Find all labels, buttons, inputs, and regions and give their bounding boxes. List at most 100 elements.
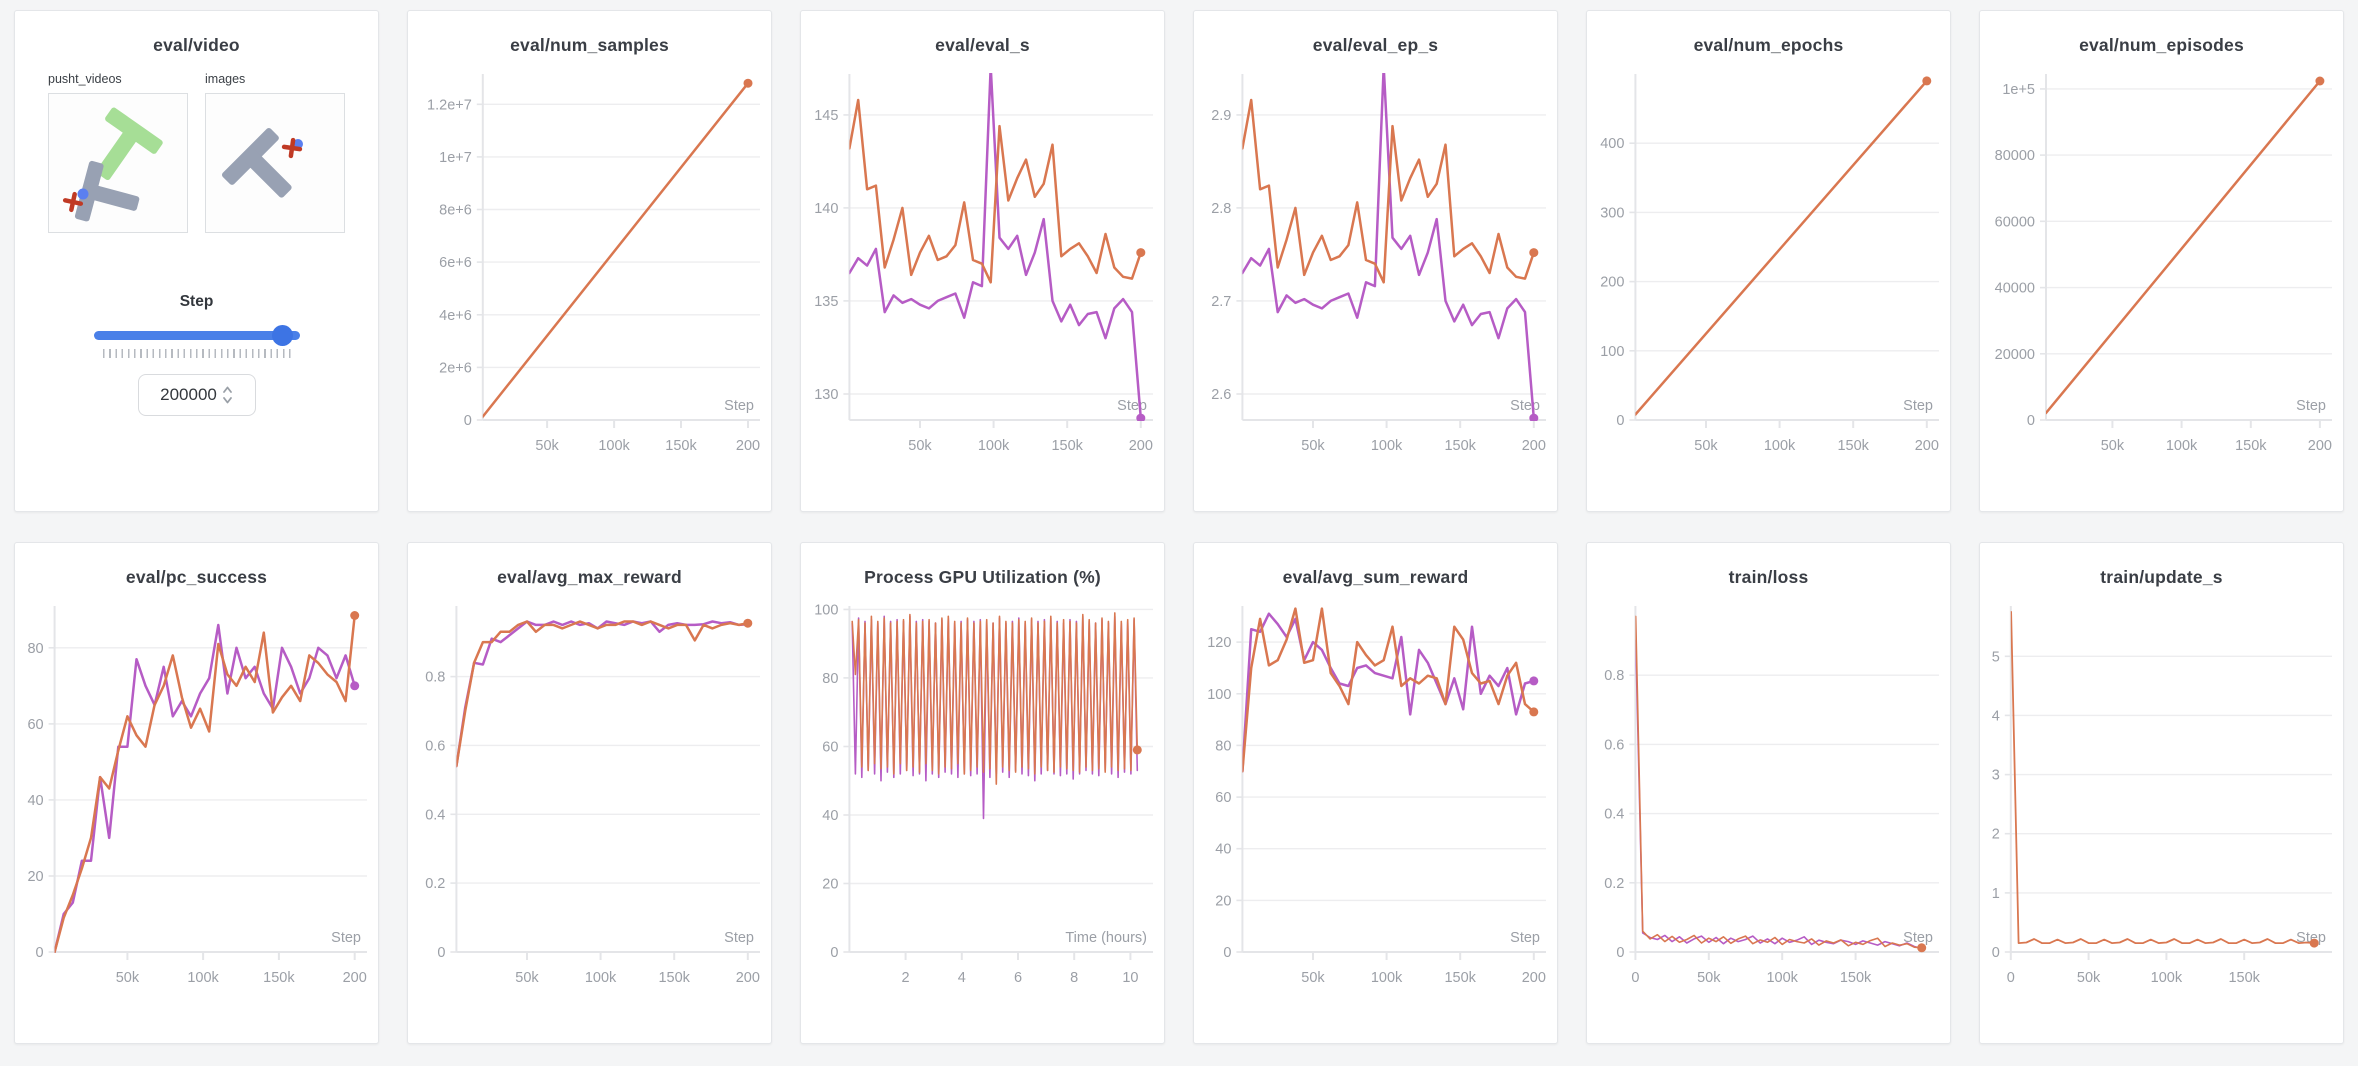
spinner-arrows-icon[interactable] (222, 383, 233, 407)
svg-text:100k: 100k (598, 438, 630, 454)
svg-text:150k: 150k (1051, 438, 1083, 454)
svg-text:120: 120 (1207, 635, 1231, 651)
panel-eval-num-samples: eval/num_samples 0 2e+6 4e+6 6e+6 8e+6 1e+7 1.… (407, 10, 772, 512)
svg-text:6e+6: 6e+6 (439, 255, 472, 271)
svg-text:20: 20 (822, 877, 838, 893)
step-value[interactable]: 200000 (160, 385, 217, 404)
chart-title: eval/num_samples (510, 35, 669, 55)
svg-text:Step: Step (331, 930, 361, 946)
svg-text:5: 5 (1992, 649, 2000, 665)
svg-text:100k: 100k (585, 970, 617, 986)
svg-text:1e+5: 1e+5 (2002, 82, 2035, 98)
chart-title: eval/eval_ep_s (1312, 35, 1439, 55)
svg-text:4: 4 (958, 970, 966, 986)
panel-eval-eval-ep-s: eval/eval_ep_s 2.6 2.7 2.8 2.9 50k 100k 150k 20… (1193, 10, 1558, 512)
svg-text:Step: Step (2296, 398, 2326, 414)
line-chart-train-loss[interactable]: 0 0.2 0.4 0.6 0.8 0 50k 100k 150k Step (1587, 596, 1950, 1003)
svg-text:100k: 100k (1371, 970, 1403, 986)
line-chart-eval-eval-ep-s[interactable]: 2.6 2.7 2.8 2.9 50k 100k 150k 200 Step (1194, 64, 1557, 471)
svg-text:60: 60 (822, 740, 838, 756)
svg-text:80: 80 (822, 671, 838, 687)
svg-text:50k: 50k (908, 438, 932, 454)
svg-text:150k: 150k (1444, 438, 1476, 454)
svg-text:4e+6: 4e+6 (439, 308, 472, 324)
panel-eval-avg-max-reward: eval/avg_max_reward 0 0.2 0.4 0.6 0.8 50k 100k… (407, 542, 772, 1044)
panel-train-update-s: train/update_s 0 1 2 3 4 5 0 50k 100k 150k Step (1979, 542, 2344, 1044)
svg-text:50k: 50k (535, 438, 559, 454)
svg-text:100k: 100k (2151, 970, 2183, 986)
svg-text:0.2: 0.2 (425, 876, 445, 892)
pusht-scene-icon (221, 127, 303, 198)
panel-eval-pc-success: eval/pc_success 0 20 40 60 80 50k 100k 150k 200 S… (14, 542, 379, 1044)
svg-text:0.4: 0.4 (1604, 807, 1624, 823)
line-chart-eval-num-epochs[interactable]: 0 100 200 300 400 50k 100k 150k 200 Step (1587, 64, 1950, 471)
svg-text:150k: 150k (2228, 970, 2260, 986)
svg-text:100k: 100k (1764, 438, 1796, 454)
svg-text:0.6: 0.6 (1604, 737, 1624, 753)
svg-text:200: 200 (1129, 438, 1153, 454)
slider-track[interactable] (93, 331, 300, 340)
svg-text:200: 200 (2308, 438, 2332, 454)
svg-text:2.6: 2.6 (1211, 387, 1231, 403)
svg-text:80: 80 (1215, 738, 1231, 754)
line-chart-process-gpu-utilization[interactable]: 0 20 40 60 80 100 2 4 6 8 10 Time (hours) (801, 596, 1164, 1003)
svg-text:1e+7: 1e+7 (439, 150, 472, 166)
svg-text:10: 10 (1122, 970, 1138, 986)
media-label: pusht_videos (48, 72, 122, 86)
svg-text:400: 400 (1600, 136, 1624, 152)
chart-title: train/loss (1728, 567, 1809, 587)
svg-text:Step: Step (1117, 398, 1147, 414)
media-row: pusht_videos (15, 56, 378, 233)
media-item-images: images (205, 72, 345, 233)
svg-text:50k: 50k (2101, 438, 2125, 454)
svg-text:0: 0 (437, 945, 445, 961)
line-chart-eval-pc-success[interactable]: 0 20 40 60 80 50k 100k 150k 200 Step (15, 596, 378, 1003)
slider-tick-ruler (102, 349, 291, 358)
svg-text:0: 0 (2007, 970, 2015, 986)
svg-text:140: 140 (814, 201, 838, 217)
chart-title: Process GPU Utilization (%) (864, 567, 1101, 587)
pusht-image-thumbnail[interactable] (205, 93, 345, 233)
svg-text:20000: 20000 (1995, 347, 2035, 363)
svg-text:0.4: 0.4 (425, 807, 445, 823)
panel-eval-num-epochs: eval/num_epochs 0 100 200 300 400 50k 100k 150k… (1586, 10, 1951, 512)
line-chart-eval-eval-s[interactable]: 130 135 140 145 50k 100k 150k 200 Step (801, 64, 1164, 471)
line-chart-eval-avg-sum-reward[interactable]: 0 20 40 60 80 100 120 50k 100k 150k 200 Step (1194, 596, 1557, 1003)
svg-text:2: 2 (1992, 827, 2000, 843)
svg-text:100: 100 (814, 602, 838, 618)
step-value-input[interactable]: 200000 (137, 374, 256, 416)
svg-text:2.7: 2.7 (1211, 294, 1231, 310)
svg-text:0.2: 0.2 (1604, 876, 1624, 892)
svg-text:0: 0 (1223, 945, 1231, 961)
svg-text:50k: 50k (1301, 438, 1325, 454)
svg-text:200: 200 (1600, 275, 1624, 291)
line-chart-eval-num-samples[interactable]: 0 2e+6 4e+6 6e+6 8e+6 1e+7 1.2e+7 50k 100k 150k 20… (408, 64, 771, 471)
line-chart-train-update-s[interactable]: 0 1 2 3 4 5 0 50k 100k 150k Step (1980, 596, 2343, 1003)
svg-text:0: 0 (1631, 970, 1639, 986)
line-chart-eval-avg-max-reward[interactable]: 0 0.2 0.4 0.6 0.8 50k 100k 150k 200 Step (408, 596, 771, 1003)
step-slider-block: Step 200000 (15, 293, 378, 416)
svg-text:3: 3 (1992, 768, 2000, 784)
svg-text:0.8: 0.8 (425, 670, 445, 686)
pusht-video-thumbnail[interactable] (48, 93, 188, 233)
svg-text:0: 0 (1992, 945, 2000, 961)
svg-text:80000: 80000 (1995, 148, 2035, 164)
svg-text:0: 0 (1616, 945, 1624, 961)
svg-text:50k: 50k (515, 970, 539, 986)
slider-thumb[interactable] (271, 325, 293, 346)
step-slider[interactable] (93, 325, 300, 346)
svg-text:200: 200 (1522, 438, 1546, 454)
svg-text:100k: 100k (978, 438, 1010, 454)
line-chart-eval-num-episodes[interactable]: 0 20000 40000 60000 80000 1e+5 50k 100k 150k 200 S… (1980, 64, 2343, 471)
svg-text:50k: 50k (2077, 970, 2101, 986)
step-slider-label: Step (179, 293, 214, 310)
panel-process-gpu-utilization: Process GPU Utilization (%) 0 20 40 60 80 100… (800, 542, 1165, 1044)
svg-text:40: 40 (27, 793, 43, 809)
svg-text:0: 0 (36, 945, 44, 961)
svg-text:0.6: 0.6 (425, 738, 445, 754)
svg-text:200: 200 (736, 970, 760, 986)
svg-text:150k: 150k (1837, 438, 1869, 454)
svg-text:200: 200 (736, 438, 760, 454)
svg-text:130: 130 (814, 387, 838, 403)
